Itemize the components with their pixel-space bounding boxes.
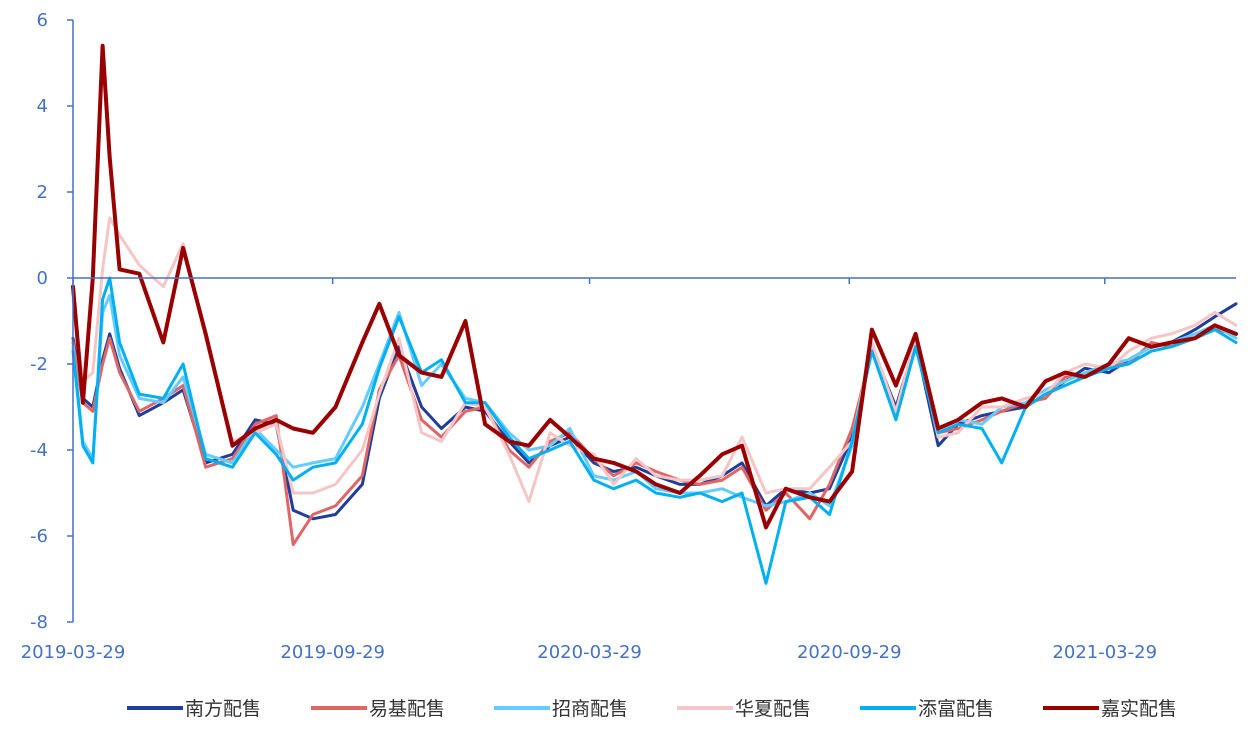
y-tick-label: 0 [37, 268, 48, 289]
series-line-4 [71, 276, 1238, 585]
y-tick-label: 2 [37, 182, 48, 203]
legend-label-3: 华夏配售 [735, 698, 811, 720]
x-tick-label: 2020-09-29 [797, 642, 902, 663]
series-line-5 [71, 43, 1238, 530]
legend: 南方配售 易基配售 招商配售 华夏配售 添富配售 嘉实配售 [127, 698, 1177, 720]
x-tick-label: 2021-03-29 [1052, 642, 1157, 663]
y-tick-label: 6 [37, 10, 48, 31]
axis-layer: 6 4 2 0 -2 -4 -6 -8 2019-03-29 2019-09-29 2020-03-… [21, 10, 1236, 663]
y-tick-label: -2 [30, 354, 48, 375]
y-tick-label: -6 [30, 526, 48, 547]
y-tick-label: 4 [37, 96, 48, 117]
y-tick-label: -8 [30, 612, 48, 633]
legend-label-2: 招商配售 [552, 698, 628, 720]
x-tick-label: 2019-09-29 [280, 642, 385, 663]
series-layer [71, 43, 1238, 585]
legend-label-5: 嘉实配售 [1101, 698, 1177, 720]
legend-label-0: 南方配售 [185, 698, 261, 720]
x-tick-label: 2019-03-29 [21, 642, 126, 663]
y-tick-label: -4 [30, 440, 48, 461]
legend-label-1: 易基配售 [369, 698, 445, 720]
series-line-3 [71, 216, 1238, 504]
x-tick-label: 2020-03-29 [537, 642, 642, 663]
legend-label-4: 添富配售 [918, 698, 994, 720]
